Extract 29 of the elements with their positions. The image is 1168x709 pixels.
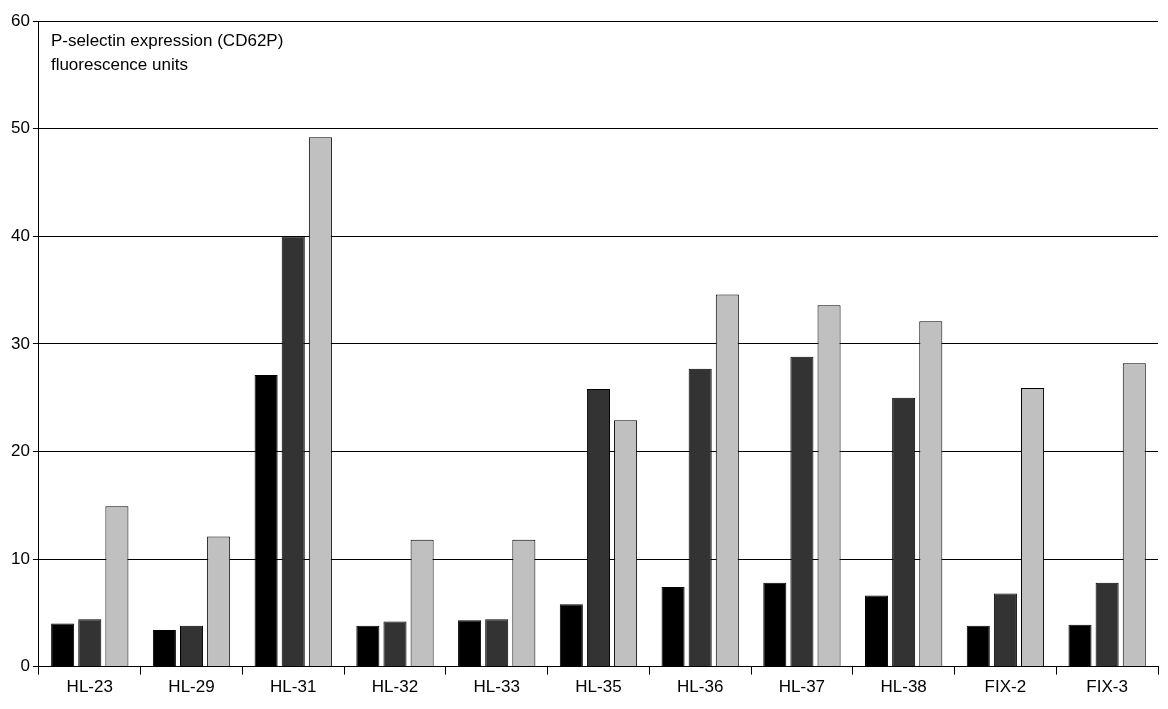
bar bbox=[152, 630, 176, 667]
bar bbox=[1068, 624, 1092, 667]
bar bbox=[966, 625, 990, 667]
x-tick-label: HL-23 bbox=[66, 677, 113, 697]
x-tick-label: HL-35 bbox=[575, 677, 622, 697]
y-tick-label: 40 bbox=[10, 226, 30, 246]
bar bbox=[356, 625, 380, 667]
y-tick-label: 30 bbox=[10, 333, 30, 353]
x-tick-label: HL-32 bbox=[371, 677, 419, 697]
y-tick-label: 0 bbox=[20, 656, 30, 676]
x-tick-label: FIX-2 bbox=[984, 677, 1027, 697]
bar bbox=[661, 587, 685, 667]
y-tick-label: 60 bbox=[10, 10, 30, 30]
x-tick-label: HL-33 bbox=[473, 677, 520, 697]
bar bbox=[865, 595, 889, 667]
x-tick-label: HL-36 bbox=[677, 677, 724, 697]
x-tick-label: HL-37 bbox=[778, 677, 826, 697]
x-tick-label: HL-31 bbox=[270, 677, 317, 697]
bar bbox=[51, 623, 75, 667]
x-tick-label: HL-38 bbox=[880, 677, 927, 697]
bar bbox=[559, 604, 583, 667]
y-tick-label: 10 bbox=[10, 548, 30, 568]
text: P-selectin expression (CD62P) fluorescence units bbox=[50, 31, 284, 75]
bar bbox=[763, 582, 787, 667]
x-tick-label: HL-29 bbox=[168, 677, 215, 697]
y-tick-label: 20 bbox=[10, 441, 30, 461]
bar bbox=[458, 620, 482, 667]
x-tick-label: FIX-3 bbox=[1086, 677, 1128, 697]
y-tick-label: 50 bbox=[10, 118, 30, 138]
